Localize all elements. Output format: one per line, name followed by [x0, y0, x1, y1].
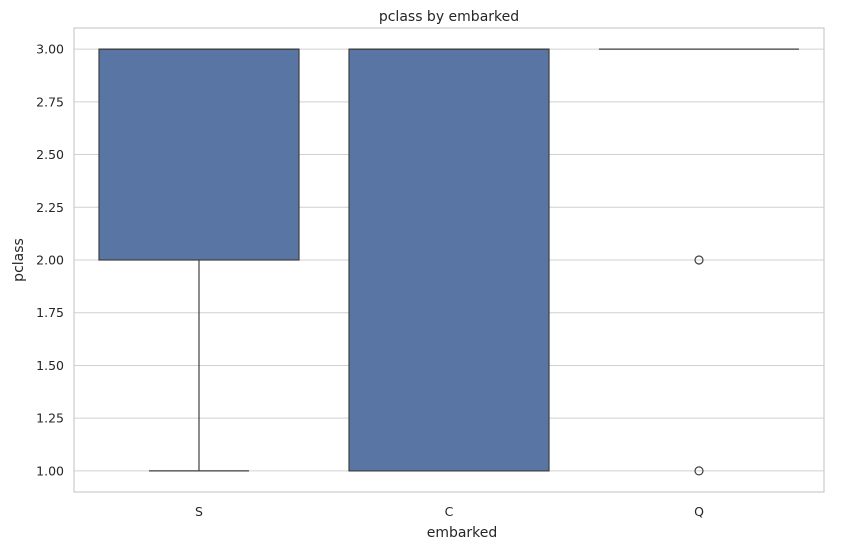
plot-frame — [73, 27, 825, 493]
y-tick-label: 1.25 — [36, 411, 64, 426]
outlier-point — [694, 466, 704, 476]
y-tick-labels: 1.00 1.25 1.50 1.75 2.00 2.25 2.50 2.75 3.00 — [36, 42, 64, 479]
y-tick-label: 1.00 — [36, 463, 64, 478]
box-group-q — [599, 48, 799, 476]
y-tick-label: 2.25 — [36, 200, 64, 215]
box-group-s — [98, 48, 300, 472]
y-tick-label: 2.50 — [36, 147, 64, 162]
chart-title: pclass by embarked — [379, 9, 519, 25]
y-tick-label: 3.00 — [36, 42, 64, 57]
y-tick-label: 2.00 — [36, 253, 64, 268]
boxes — [98, 48, 799, 476]
outlier-point — [694, 255, 704, 265]
y-tick-label: 2.75 — [36, 94, 64, 109]
box-iqr — [348, 48, 550, 472]
y-axis-label: pclass — [11, 238, 27, 282]
box-group-c — [348, 48, 550, 472]
x-axis-label: embarked — [427, 525, 498, 541]
x-tick-label: S — [195, 504, 203, 519]
x-tick-label: Q — [694, 504, 704, 519]
y-tick-label: 1.75 — [36, 305, 64, 320]
x-tick-label: C — [445, 504, 454, 519]
box-iqr — [98, 48, 300, 261]
y-tick-label: 1.50 — [36, 358, 64, 373]
